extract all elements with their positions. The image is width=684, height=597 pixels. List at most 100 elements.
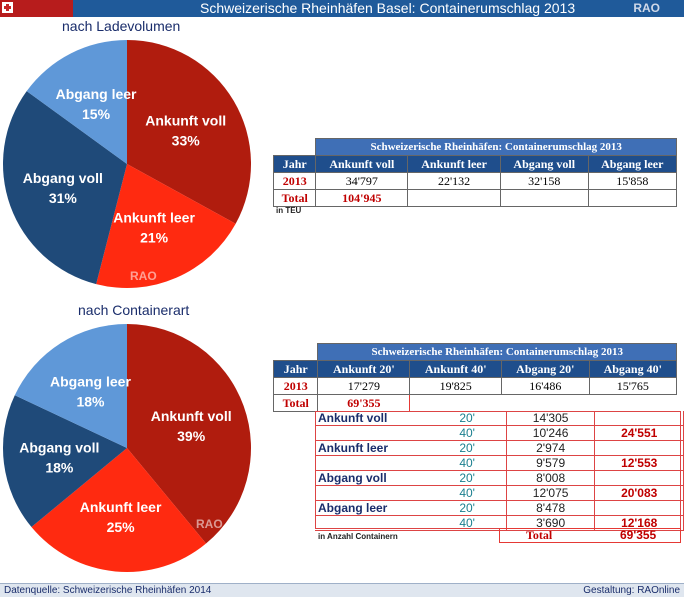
container-table: Schweizerische Rheinhäfen: Containerumsc… — [272, 343, 678, 412]
table-row: 40' 3'690 12'168 — [315, 515, 684, 531]
value-cell: 19'825 — [409, 377, 503, 395]
total-value: 104'945 — [315, 189, 409, 207]
detail-value: 8'008 — [505, 470, 595, 486]
slice-value-label: 39% — [177, 428, 206, 444]
detail-value: 9'579 — [505, 455, 595, 471]
page-title: Schweizerische Rheinhäfen Basel: Contain… — [200, 0, 576, 16]
detail-sum: 24'551 — [594, 425, 684, 441]
detail-value: 2'974 — [505, 440, 595, 456]
header-bar: WIRTSCHAFT Schweizerische Rheinhäfen Bas… — [0, 0, 684, 32]
slice-value-label: 25% — [107, 519, 136, 535]
value-cell: 22'132 — [407, 172, 501, 190]
table-row: 40' 12'075 20'083 — [315, 485, 684, 501]
total-label: Total — [272, 189, 317, 207]
pie-slice-abgang-leer — [14, 324, 128, 448]
col-header: Ankunft 20' — [317, 360, 411, 378]
detail-value: 12'075 — [505, 485, 595, 501]
detail-sum — [594, 440, 684, 456]
pie-slice-abgang-voll — [2, 91, 128, 285]
detail-category: Ankunft leer — [315, 440, 429, 456]
detail-total-label: Total — [526, 528, 553, 542]
col-header: Abgang 40' — [588, 360, 678, 378]
col-header: Ankunft leer — [407, 155, 501, 173]
pie-slice-abgang-voll — [2, 395, 128, 528]
value-cell: 15'858 — [587, 172, 678, 190]
container-table-caption: Schweizerische Rheinhäfen: Containerumsc… — [317, 343, 677, 361]
pie1-title: nach Ladevolumen — [62, 18, 181, 34]
detail-sum — [594, 411, 684, 426]
detail-size: 40' — [428, 425, 507, 441]
col-header: Ankunft voll — [315, 155, 409, 173]
detail-size: 20' — [428, 411, 507, 426]
detail-sum — [594, 500, 684, 516]
slice-label: Ankunft voll — [151, 408, 232, 424]
detail-table: Ankunft voll 20' 14'305 40' 10'246 24'551 Anku… — [315, 411, 684, 531]
pie-slice-abgang-leer — [26, 39, 127, 164]
total-value: 69'355 — [317, 394, 411, 412]
slice-label: Abgang voll — [23, 170, 103, 186]
detail-category — [315, 485, 429, 501]
col-header: Abgang voll — [499, 155, 589, 173]
header-rao-logo: RAO — [633, 1, 660, 15]
brand-label: WIRTSCHAFT — [0, 18, 79, 32]
slice-value-label: 15% — [82, 106, 111, 122]
slice-label: Abgang leer — [56, 86, 137, 102]
year-cell: 2013 — [272, 377, 319, 395]
detail-value: 14'305 — [505, 411, 595, 426]
col-header: Abgang leer — [587, 155, 678, 173]
detail-value: 3'690 — [505, 515, 595, 531]
footer-credit[interactable]: Gestaltung: RAOnline — [583, 585, 680, 596]
col-header: Abgang 20' — [501, 360, 590, 378]
detail-category — [315, 515, 429, 531]
table-row: Abgang leer 20' 8'478 — [315, 500, 684, 516]
detail-size: 20' — [428, 500, 507, 516]
teu-note: in TEU — [276, 206, 302, 215]
detail-category: Ankunft voll — [315, 411, 429, 426]
pie2-title: nach Containerart — [78, 302, 190, 318]
detail-category — [315, 425, 429, 441]
pie-slice-ankunft-voll — [127, 324, 251, 544]
detail-sum: 12'168 — [594, 515, 684, 531]
year-cell: 2013 — [272, 172, 317, 190]
pie-slice-ankunft-voll — [127, 40, 251, 224]
pie-slice-ankunft-leer — [96, 164, 236, 288]
rao-watermark: RAO — [196, 517, 223, 531]
value-cell: 34'797 — [315, 172, 409, 190]
col-header: Jahr — [272, 360, 319, 378]
slice-label: Ankunft voll — [145, 112, 226, 128]
table-row: Abgang voll 20' 8'008 — [315, 470, 684, 486]
slice-value-label: 31% — [49, 190, 78, 206]
detail-category: Abgang voll — [315, 470, 429, 486]
rao-watermark: RAO — [130, 269, 157, 283]
footer-source: Datenquelle: Schweizerische Rheinhäfen 2… — [4, 585, 212, 596]
detail-value: 8'478 — [505, 500, 595, 516]
detail-total-value: 69'355 — [620, 528, 657, 542]
table-row: 40' 10'246 24'551 — [315, 425, 684, 441]
value-cell: 16'486 — [501, 377, 590, 395]
col-header: Jahr — [272, 155, 317, 173]
table-row: 40' 9'579 12'553 — [315, 455, 684, 471]
slice-value-label: 18% — [45, 460, 74, 476]
value-cell: 17'279 — [317, 377, 411, 395]
slice-label: Ankunft leer — [80, 499, 162, 515]
slice-value-label: 21% — [140, 230, 169, 246]
container-note: in Anzahl Containern — [318, 532, 398, 541]
footer-bar: Datenquelle: Schweizerische Rheinhäfen 2… — [0, 583, 684, 597]
detail-sum — [594, 470, 684, 486]
slice-value-label: 33% — [172, 132, 201, 148]
pie-slice-ankunft-leer — [31, 448, 207, 572]
value-cell: 32'158 — [499, 172, 589, 190]
detail-sum: 20'083 — [594, 485, 684, 501]
slice-value-label: 18% — [76, 393, 105, 409]
teu-table-caption: Schweizerische Rheinhäfen: Containerumsc… — [315, 138, 677, 156]
detail-sum: 12'553 — [594, 455, 684, 471]
swiss-cross-icon — [2, 2, 13, 13]
slice-label: Ankunft leer — [113, 210, 195, 226]
brand-badge[interactable]: WIRTSCHAFT — [0, 0, 78, 32]
detail-value: 10'246 — [505, 425, 595, 441]
total-label: Total — [272, 394, 319, 412]
value-cell: 15'765 — [588, 377, 678, 395]
col-header: Ankunft 40' — [409, 360, 503, 378]
table-row: Ankunft voll 20' 14'305 — [315, 411, 684, 426]
detail-total-box: Total 69'355 — [499, 528, 681, 543]
